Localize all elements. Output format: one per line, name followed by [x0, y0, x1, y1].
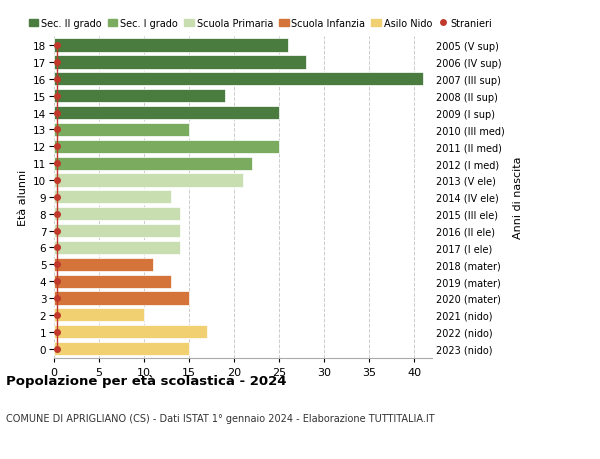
Bar — [54, 191, 171, 204]
Bar — [54, 325, 207, 338]
Text: Popolazione per età scolastica - 2024: Popolazione per età scolastica - 2024 — [6, 374, 287, 387]
Bar — [54, 73, 423, 86]
Y-axis label: Anni di nascita: Anni di nascita — [513, 156, 523, 239]
Bar — [54, 123, 189, 137]
Bar — [54, 258, 153, 271]
Legend: Sec. II grado, Sec. I grado, Scuola Primaria, Scuola Infanzia, Asilo Nido, Stran: Sec. II grado, Sec. I grado, Scuola Prim… — [29, 19, 493, 28]
Bar — [54, 224, 180, 238]
Bar — [54, 342, 189, 355]
Bar — [54, 39, 288, 52]
Bar — [54, 174, 243, 187]
Bar — [54, 275, 171, 288]
Text: COMUNE DI APRIGLIANO (CS) - Dati ISTAT 1° gennaio 2024 - Elaborazione TUTTITALIA: COMUNE DI APRIGLIANO (CS) - Dati ISTAT 1… — [6, 413, 434, 423]
Bar — [54, 241, 180, 254]
Bar — [54, 292, 189, 305]
Bar — [54, 56, 306, 69]
Bar — [54, 207, 180, 221]
Bar — [54, 90, 225, 103]
Bar — [54, 140, 279, 153]
Bar — [54, 308, 144, 322]
Y-axis label: Età alunni: Età alunni — [17, 169, 28, 225]
Bar — [54, 106, 279, 120]
Bar — [54, 157, 252, 170]
